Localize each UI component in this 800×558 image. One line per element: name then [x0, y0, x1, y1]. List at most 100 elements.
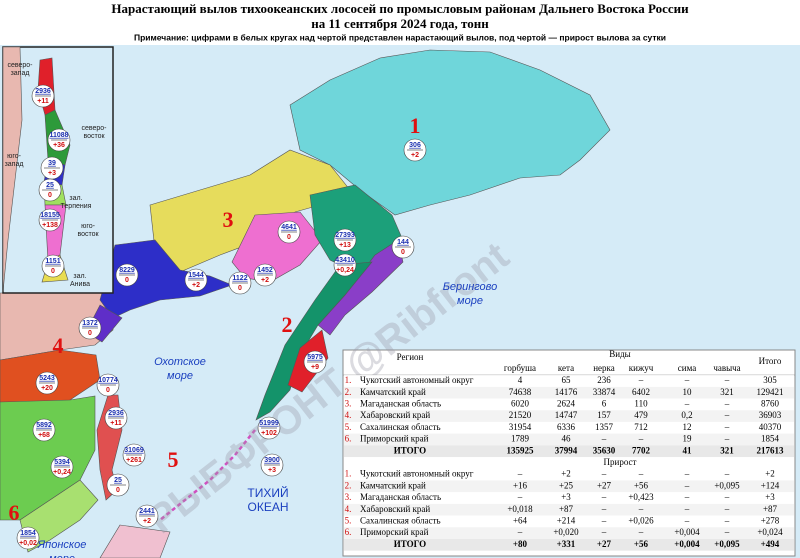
table-cell: +0,095 — [714, 539, 740, 549]
table-cell: – — [684, 398, 690, 408]
table-header: кета — [558, 363, 574, 373]
marker-total: 11088 — [49, 132, 68, 139]
table-cell: +2 — [561, 469, 571, 479]
table-header: горбуша — [504, 363, 536, 373]
table-cell: +64 — [513, 515, 528, 525]
marker-daily: 0 — [51, 268, 55, 275]
marker-daily: 0 — [88, 330, 92, 337]
table-total-bg — [344, 445, 794, 458]
table-cell: +494 — [761, 539, 780, 549]
marker-total: 39 — [48, 160, 56, 167]
table-cell: 6402 — [632, 387, 650, 397]
marker-total: 5975 — [307, 354, 323, 361]
table-cell: – — [724, 469, 730, 479]
table-row-bg — [344, 492, 794, 504]
table-cell: +27 — [597, 480, 612, 490]
inset-label: восток — [83, 133, 105, 140]
table-cell: 6020 — [511, 398, 530, 408]
table-cell: – — [638, 375, 644, 385]
marker-daily: +2 — [192, 282, 200, 289]
table-cell: 1854 — [761, 434, 780, 444]
table-cell: 14747 — [555, 410, 578, 420]
table-cell: – — [724, 527, 730, 537]
region-number: 3 — [223, 207, 234, 232]
sea-label: море — [49, 553, 75, 558]
table-cell: 2624 — [557, 398, 576, 408]
table-cell: +0,024 — [757, 527, 783, 537]
marker-total: 25 — [46, 182, 54, 189]
inset-label: запад — [5, 161, 24, 168]
table-cell: +87 — [559, 504, 574, 514]
table-cell: +87 — [763, 504, 778, 514]
table-cell: 36903 — [759, 410, 782, 420]
table-cell: – — [517, 527, 523, 537]
marker-total: 8229 — [119, 267, 135, 274]
row-number: 2. — [345, 480, 352, 490]
row-region: Чукотский автономный округ — [360, 469, 474, 479]
row-number: 6. — [345, 434, 352, 444]
table-cell: +0,004 — [674, 527, 700, 537]
marker-total: 144 — [397, 239, 409, 246]
table-cell: 46 — [562, 434, 572, 444]
row-region: Хабаровский край — [360, 410, 430, 420]
table-cell: 33874 — [593, 387, 616, 397]
table-cell: 305 — [763, 375, 777, 385]
region-number: 6 — [9, 500, 20, 525]
table-cell: +27 — [597, 539, 612, 549]
table-cell: +3 — [561, 492, 571, 502]
table-cell: +56 — [634, 539, 649, 549]
row-region: Магаданская область — [360, 492, 441, 502]
row-number: 5. — [345, 515, 352, 525]
marker-total: 10774 — [98, 377, 118, 384]
row-number: 1. — [345, 469, 352, 479]
table-cell: – — [638, 469, 644, 479]
region-number: 5 — [168, 447, 179, 472]
inset-land — [2, 46, 23, 293]
sea-label: ТИХИЙ — [247, 485, 288, 500]
table-cell: 236 — [597, 375, 611, 385]
table-header: сима — [678, 363, 696, 373]
row-number: 4. — [345, 504, 352, 514]
table-cell: 19 — [683, 434, 693, 444]
row-region: Сахалинская область — [360, 422, 441, 432]
table-cell: 37994 — [555, 445, 578, 455]
inset-label: юго- — [81, 223, 96, 230]
inset-label: зал. — [73, 273, 86, 280]
table-cell: +0,026 — [628, 515, 654, 525]
marker-daily: +138 — [42, 222, 58, 229]
marker-total: 1372 — [82, 320, 98, 327]
table-header: нерка — [593, 363, 615, 373]
marker-total: 1122 — [232, 275, 247, 282]
title: Нарастающий вылов тихоокеанских лососей … — [111, 1, 689, 16]
table-row-bg — [344, 527, 794, 539]
inset-label: зал. — [69, 195, 82, 202]
table-cell: – — [684, 504, 690, 514]
marker-daily: +0,02 — [19, 540, 37, 547]
table-cell: 7702 — [632, 445, 651, 455]
table-cell: – — [724, 398, 730, 408]
marker-total: 51999 — [259, 420, 279, 427]
marker-daily: +0,24 — [336, 267, 354, 274]
marker-total: 2936 — [108, 410, 124, 417]
table-cell: – — [724, 410, 730, 420]
table-header: чавыча — [713, 363, 740, 373]
table-cell: – — [684, 492, 690, 502]
table-cell: – — [601, 492, 607, 502]
table-cell: 479 — [634, 410, 648, 420]
table-cell: +80 — [513, 539, 528, 549]
marker-daily: 0 — [106, 387, 110, 394]
marker-daily: +3 — [268, 467, 276, 474]
row-region: Приморский край — [360, 434, 429, 444]
table-cell: +25 — [559, 480, 574, 490]
inset-label: северо- — [7, 62, 33, 69]
table-row-bg — [344, 375, 794, 387]
row-number: 1. — [345, 375, 352, 385]
marker-daily: +9 — [311, 364, 319, 371]
region-shape — [99, 524, 171, 558]
sea-label: Берингово — [443, 281, 498, 293]
sea-label: Охотское — [154, 356, 206, 368]
region-number: 1 — [410, 113, 421, 138]
row-region: Сахалинская область — [360, 515, 441, 525]
marker-total: 1544 — [188, 272, 204, 279]
